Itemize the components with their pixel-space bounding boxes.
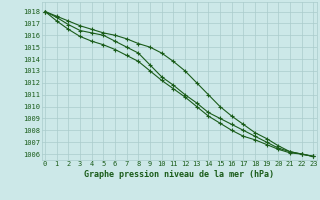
X-axis label: Graphe pression niveau de la mer (hPa): Graphe pression niveau de la mer (hPa) (84, 170, 274, 179)
